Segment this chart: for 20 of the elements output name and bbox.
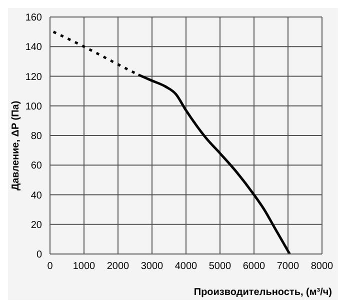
y-tick-label: 160 bbox=[25, 12, 42, 24]
x-tick-label: 2000 bbox=[106, 261, 130, 272]
x-tick-label: 1000 bbox=[72, 261, 96, 272]
y-tick-label: 120 bbox=[25, 72, 42, 83]
y-tick-label: 80 bbox=[30, 131, 42, 142]
y-tick-label: 40 bbox=[30, 190, 42, 202]
y-tick-label: 60 bbox=[30, 160, 42, 172]
x-tick-label: 6000 bbox=[242, 261, 266, 272]
y-tick-label: 140 bbox=[25, 42, 42, 54]
y-axis-title: Давление, ΔP (Па) bbox=[10, 100, 22, 190]
x-tick-label: 4000 bbox=[174, 261, 198, 272]
x-axis-title: Производительность, (м³/ч) bbox=[194, 287, 332, 298]
y-tick-label: 20 bbox=[30, 220, 42, 231]
x-tick-label: 5000 bbox=[208, 261, 232, 272]
x-tick-label: 7000 bbox=[276, 261, 300, 272]
x-tick-label: 8000 bbox=[310, 261, 334, 272]
y-tick-label: 0 bbox=[36, 250, 42, 261]
x-tick-label: 3000 bbox=[140, 261, 164, 272]
x-tick-label: 0 bbox=[47, 261, 54, 272]
y-tick-label: 100 bbox=[25, 101, 42, 112]
